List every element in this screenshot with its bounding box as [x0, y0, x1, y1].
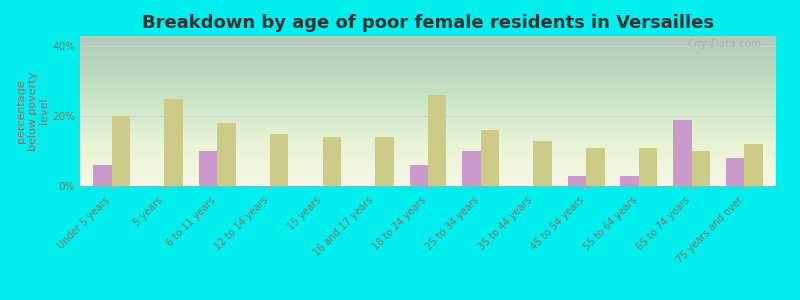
Bar [639, 148, 658, 186]
Bar [375, 137, 394, 186]
Title: Breakdown by age of poor female residents in Versailles: Breakdown by age of poor female resident… [142, 14, 714, 32]
Bar [692, 151, 710, 186]
Bar [270, 134, 288, 186]
Y-axis label: percentage
below poverty
level: percentage below poverty level [16, 71, 50, 151]
Bar [198, 151, 217, 186]
Bar [534, 141, 552, 186]
Bar [726, 158, 744, 186]
Bar [673, 120, 692, 186]
Bar [217, 123, 235, 186]
Bar [586, 148, 605, 186]
Bar [93, 165, 112, 186]
Bar [164, 99, 183, 186]
Bar [621, 176, 639, 186]
Bar [410, 165, 428, 186]
Bar [744, 144, 763, 186]
Bar [428, 95, 446, 186]
Bar [322, 137, 341, 186]
Bar [112, 116, 130, 186]
Bar [462, 151, 481, 186]
Text: City-Data.com: City-Data.com [688, 39, 762, 49]
Bar [481, 130, 499, 186]
Bar [568, 176, 586, 186]
